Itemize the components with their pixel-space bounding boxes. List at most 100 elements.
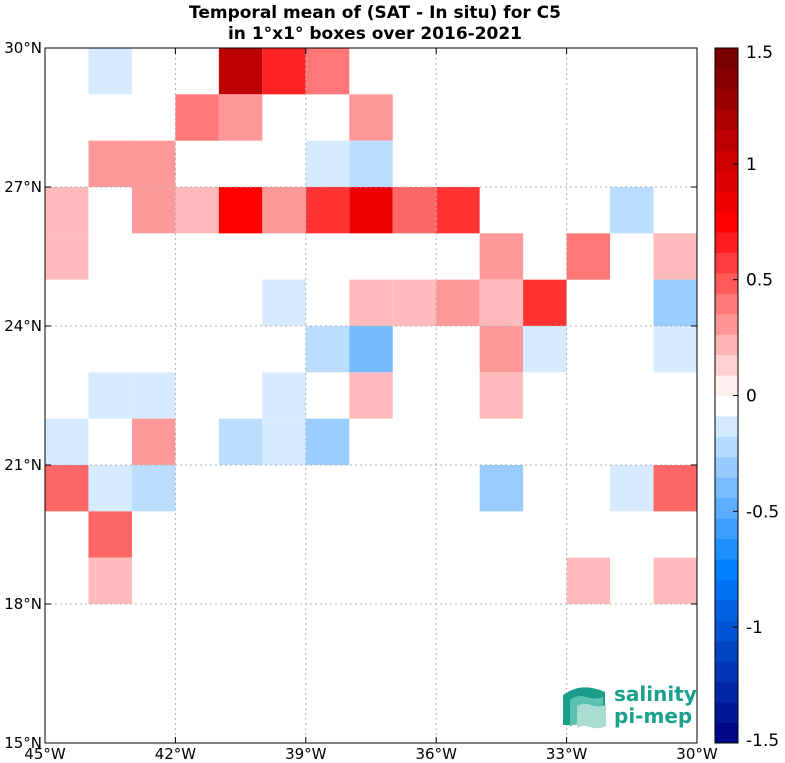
- heatmap-cell: [349, 326, 393, 373]
- heatmap-cell: [262, 48, 306, 95]
- colorbar-segment: [715, 415, 738, 437]
- y-tick-label: 18°N: [4, 595, 42, 613]
- heatmap-cell: [218, 94, 263, 141]
- heatmap-cell: [131, 465, 176, 512]
- heatmap-cells: [45, 48, 697, 604]
- colorbar-segment: [715, 231, 738, 253]
- heatmap-cell: [262, 279, 306, 326]
- colorbar-segment: [715, 334, 738, 356]
- colorbar-segment: [715, 272, 738, 294]
- colorbar-segment: [715, 354, 738, 376]
- colorbar-segment: [715, 170, 738, 192]
- colorbar-segment: [715, 150, 738, 172]
- heatmap-cell: [479, 233, 524, 280]
- logo-text-line2: pi-mep: [614, 704, 692, 728]
- plot-frame: [44, 47, 698, 744]
- heatmap-cell: [131, 372, 176, 419]
- heatmap-cell: [88, 372, 132, 419]
- colorbar-segment: [715, 681, 738, 703]
- heatmap-cell: [262, 187, 306, 234]
- chart-title-line1: Temporal mean of (SAT - In situ) for C5: [189, 3, 561, 23]
- heatmap-cell: [349, 187, 393, 234]
- heatmap-cell: [131, 140, 176, 187]
- colorbar-segment: [715, 395, 738, 417]
- heatmap-cell: [131, 187, 176, 234]
- heatmap-cell: [218, 48, 263, 95]
- x-tick-label: 45°W: [24, 745, 66, 763]
- x-tick-label: 36°W: [415, 745, 457, 763]
- heatmap-cell: [653, 557, 697, 604]
- colorbar-segment: [715, 313, 738, 335]
- colorbar-segment: [715, 456, 738, 478]
- colorbar-segment: [715, 661, 738, 683]
- colorbar-segment: [715, 211, 738, 233]
- heatmap-cell: [88, 465, 132, 512]
- colorbar-segment: [715, 48, 738, 69]
- colorbar-segment: [715, 293, 738, 315]
- heatmap-cell: [610, 465, 654, 512]
- y-tick-label: 30°N: [4, 39, 42, 57]
- colorbar-segment: [715, 436, 738, 458]
- colorbar-segment: [715, 559, 738, 580]
- colorbar-segment: [715, 518, 738, 540]
- heatmap-cell: [479, 279, 524, 326]
- y-tick-label: 15°N: [4, 734, 42, 752]
- heatmap-cell: [305, 326, 350, 373]
- heatmap-cell: [262, 372, 306, 419]
- colorbar-segment: [715, 579, 738, 601]
- colorbar-segment: [715, 88, 738, 110]
- heatmap-cell: [175, 187, 219, 234]
- salinity-pimep-logo: salinity pi-mep: [563, 682, 697, 729]
- heatmap-cell: [45, 465, 89, 512]
- heatmap-cell: [305, 418, 350, 465]
- heatmap-cell: [523, 279, 567, 326]
- colorbar-segment: [715, 722, 738, 744]
- x-tick-label: 33°W: [546, 745, 588, 763]
- heatmap-cell: [349, 279, 393, 326]
- chart-title-line2: in 1°x1° boxes over 2016-2021: [228, 24, 522, 44]
- heatmap-cell: [566, 233, 611, 280]
- x-tick-label: 39°W: [285, 745, 327, 763]
- heatmap-cell: [175, 94, 219, 141]
- heatmap-cell: [610, 187, 654, 234]
- heatmap-cell: [88, 140, 132, 187]
- heatmap-cell: [305, 140, 350, 187]
- colorbar-segment: [715, 375, 738, 396]
- heatmap-cell: [436, 187, 480, 234]
- colorbar-segment: [715, 68, 738, 90]
- colorbar-tick-label: 0.5: [746, 271, 773, 291]
- logo-text-line1: salinity: [614, 682, 697, 706]
- colorbar-segment: [715, 620, 738, 642]
- colorbar-tick-label: 1.5: [746, 43, 773, 63]
- y-tick-label: 24°N: [4, 317, 42, 335]
- heatmap-cell: [45, 187, 89, 234]
- heatmap-cell: [305, 187, 350, 234]
- heatmap-cell: [349, 94, 393, 141]
- colorbar-segment: [715, 702, 738, 724]
- colorbar-segment: [715, 640, 738, 662]
- heatmap-cell: [45, 418, 89, 465]
- x-tick-label: 30°W: [676, 745, 718, 763]
- colorbar-segment: [715, 191, 738, 213]
- heatmap-cell: [653, 326, 697, 373]
- heatmap-cell: [479, 465, 524, 512]
- colorbar-segment: [715, 599, 738, 621]
- heatmap-cell: [45, 233, 89, 280]
- colorbar-segment: [715, 497, 738, 519]
- heatmap-cell: [392, 279, 437, 326]
- heatmap-cell: [218, 418, 263, 465]
- heatmap-cell: [653, 465, 697, 512]
- heatmap-cell: [392, 187, 437, 234]
- heatmap-cell: [88, 557, 132, 604]
- colorbar: 1.5 1 0.5 0 -0.5 -1 -1.5: [714, 43, 779, 751]
- heatmap-cell: [218, 187, 263, 234]
- colorbar-segment: [715, 252, 738, 274]
- y-tick-label: 21°N: [4, 456, 42, 474]
- colorbar-segment: [715, 477, 738, 499]
- colorbar-segment: [715, 538, 738, 560]
- logo-waves-icon: [563, 687, 606, 729]
- x-tick-label: 42°W: [155, 745, 197, 763]
- heatmap-cell: [566, 557, 611, 604]
- colorbar-tick-label: 0: [746, 387, 757, 407]
